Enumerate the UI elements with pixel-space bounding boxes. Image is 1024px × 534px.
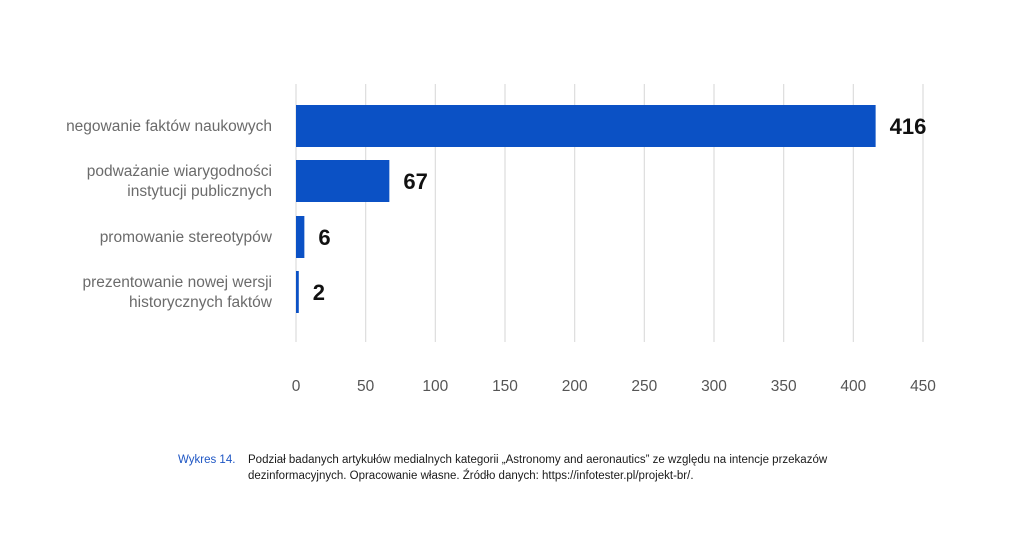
x-tick-label: 100: [422, 378, 448, 395]
category-label-line: negowanie faktów naukowych: [66, 118, 272, 135]
category-label: promowanie stereotypów: [100, 229, 273, 246]
data-label: 416: [890, 114, 927, 139]
category-label: prezentowanie nowej wersji historycznych …: [82, 274, 272, 311]
category-label-line: podważanie wiarygodności: [87, 163, 272, 180]
bar: [296, 105, 876, 147]
x-tick-label: 250: [631, 378, 657, 395]
x-tick-label: 300: [701, 378, 727, 395]
category-label: negowanie faktów naukowych: [66, 118, 272, 135]
x-tick-label: 50: [357, 378, 375, 395]
bar: [296, 216, 305, 258]
category-label-line: historycznych faktów: [129, 294, 273, 311]
category-label-line: prezentowanie nowej wersji: [82, 274, 272, 291]
caption-text: Podział badanych artykułów medialnych ka…: [248, 454, 828, 482]
category-label: podważanie wiarygodności instytucji publi…: [87, 163, 272, 200]
x-tick-label: 400: [840, 378, 866, 395]
x-tick-label: 150: [492, 378, 518, 395]
data-label: 67: [403, 169, 427, 194]
figure-caption: Wykres 14. Podział badanych artykułów me…: [178, 452, 898, 484]
category-label-line: instytucji publicznych: [127, 183, 272, 200]
x-tick-label: 200: [562, 378, 588, 395]
bar-chart: 0 50 100 150 200 250 300 350 400 450 negowanie fak…: [66, 84, 936, 395]
category-label-line: promowanie stereotypów: [100, 229, 273, 246]
bar: [296, 160, 390, 202]
bar: [296, 271, 299, 313]
data-label: 6: [318, 225, 330, 250]
x-tick-label: 450: [910, 378, 936, 395]
data-label: 2: [313, 280, 325, 305]
x-tick-label: 0: [292, 378, 301, 395]
caption-number: Wykres 14.: [178, 454, 236, 466]
x-tick-label: 350: [771, 378, 797, 395]
